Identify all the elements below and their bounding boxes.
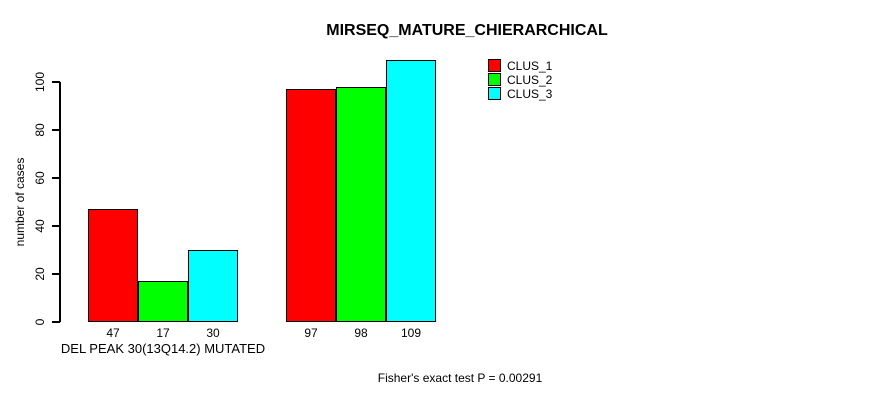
y-axis-line	[59, 82, 61, 322]
bar-clus_3	[188, 250, 238, 322]
y-tick	[52, 225, 60, 227]
footer-annotation: Fisher's exact test P = 0.00291	[377, 371, 543, 385]
legend-swatch-clus_2	[488, 73, 501, 86]
bar-clus_2	[138, 281, 188, 322]
bar-value-label: 30	[206, 326, 220, 340]
y-tick-label: 100	[33, 71, 47, 93]
y-tick	[52, 273, 60, 275]
bar-value-label: 47	[106, 326, 120, 340]
legend-label: CLUS_1	[507, 58, 553, 73]
y-tick	[52, 81, 60, 83]
bar-value-label: 98	[354, 326, 368, 340]
y-tick-label: 60	[33, 171, 47, 185]
group-label: DEL PEAK 30(13Q14.2) MUTATED	[60, 341, 266, 356]
bar-clus_1	[286, 89, 336, 322]
bar-value-label: 109	[400, 326, 422, 340]
legend-label: CLUS_3	[507, 86, 553, 101]
legend-label: CLUS_2	[507, 72, 553, 87]
y-tick-label: 20	[33, 267, 47, 281]
bar-value-label: 97	[304, 326, 318, 340]
bar-clus_2	[336, 86, 386, 322]
bar-clus_1	[88, 209, 138, 322]
chart-title: MIRSEQ_MATURE_CHIERARCHICAL	[326, 22, 608, 39]
bar-value-label: 17	[156, 326, 170, 340]
y-tick-label: 40	[33, 219, 47, 233]
legend-item: CLUS_3	[488, 86, 553, 101]
y-tick-label: 80	[33, 123, 47, 137]
legend-swatch-clus_1	[488, 59, 501, 72]
legend-item: CLUS_2	[488, 72, 553, 87]
y-tick	[52, 321, 60, 323]
legend: CLUS_1 CLUS_2 CLUS_3	[488, 59, 552, 101]
y-tick-label: 0	[33, 318, 47, 326]
legend-swatch-clus_3	[488, 87, 501, 100]
y-tick	[52, 129, 60, 131]
y-axis-label: number of cases	[13, 157, 27, 247]
y-tick	[52, 177, 60, 179]
legend-item: CLUS_1	[488, 58, 553, 73]
bar-clus_3	[386, 60, 436, 322]
